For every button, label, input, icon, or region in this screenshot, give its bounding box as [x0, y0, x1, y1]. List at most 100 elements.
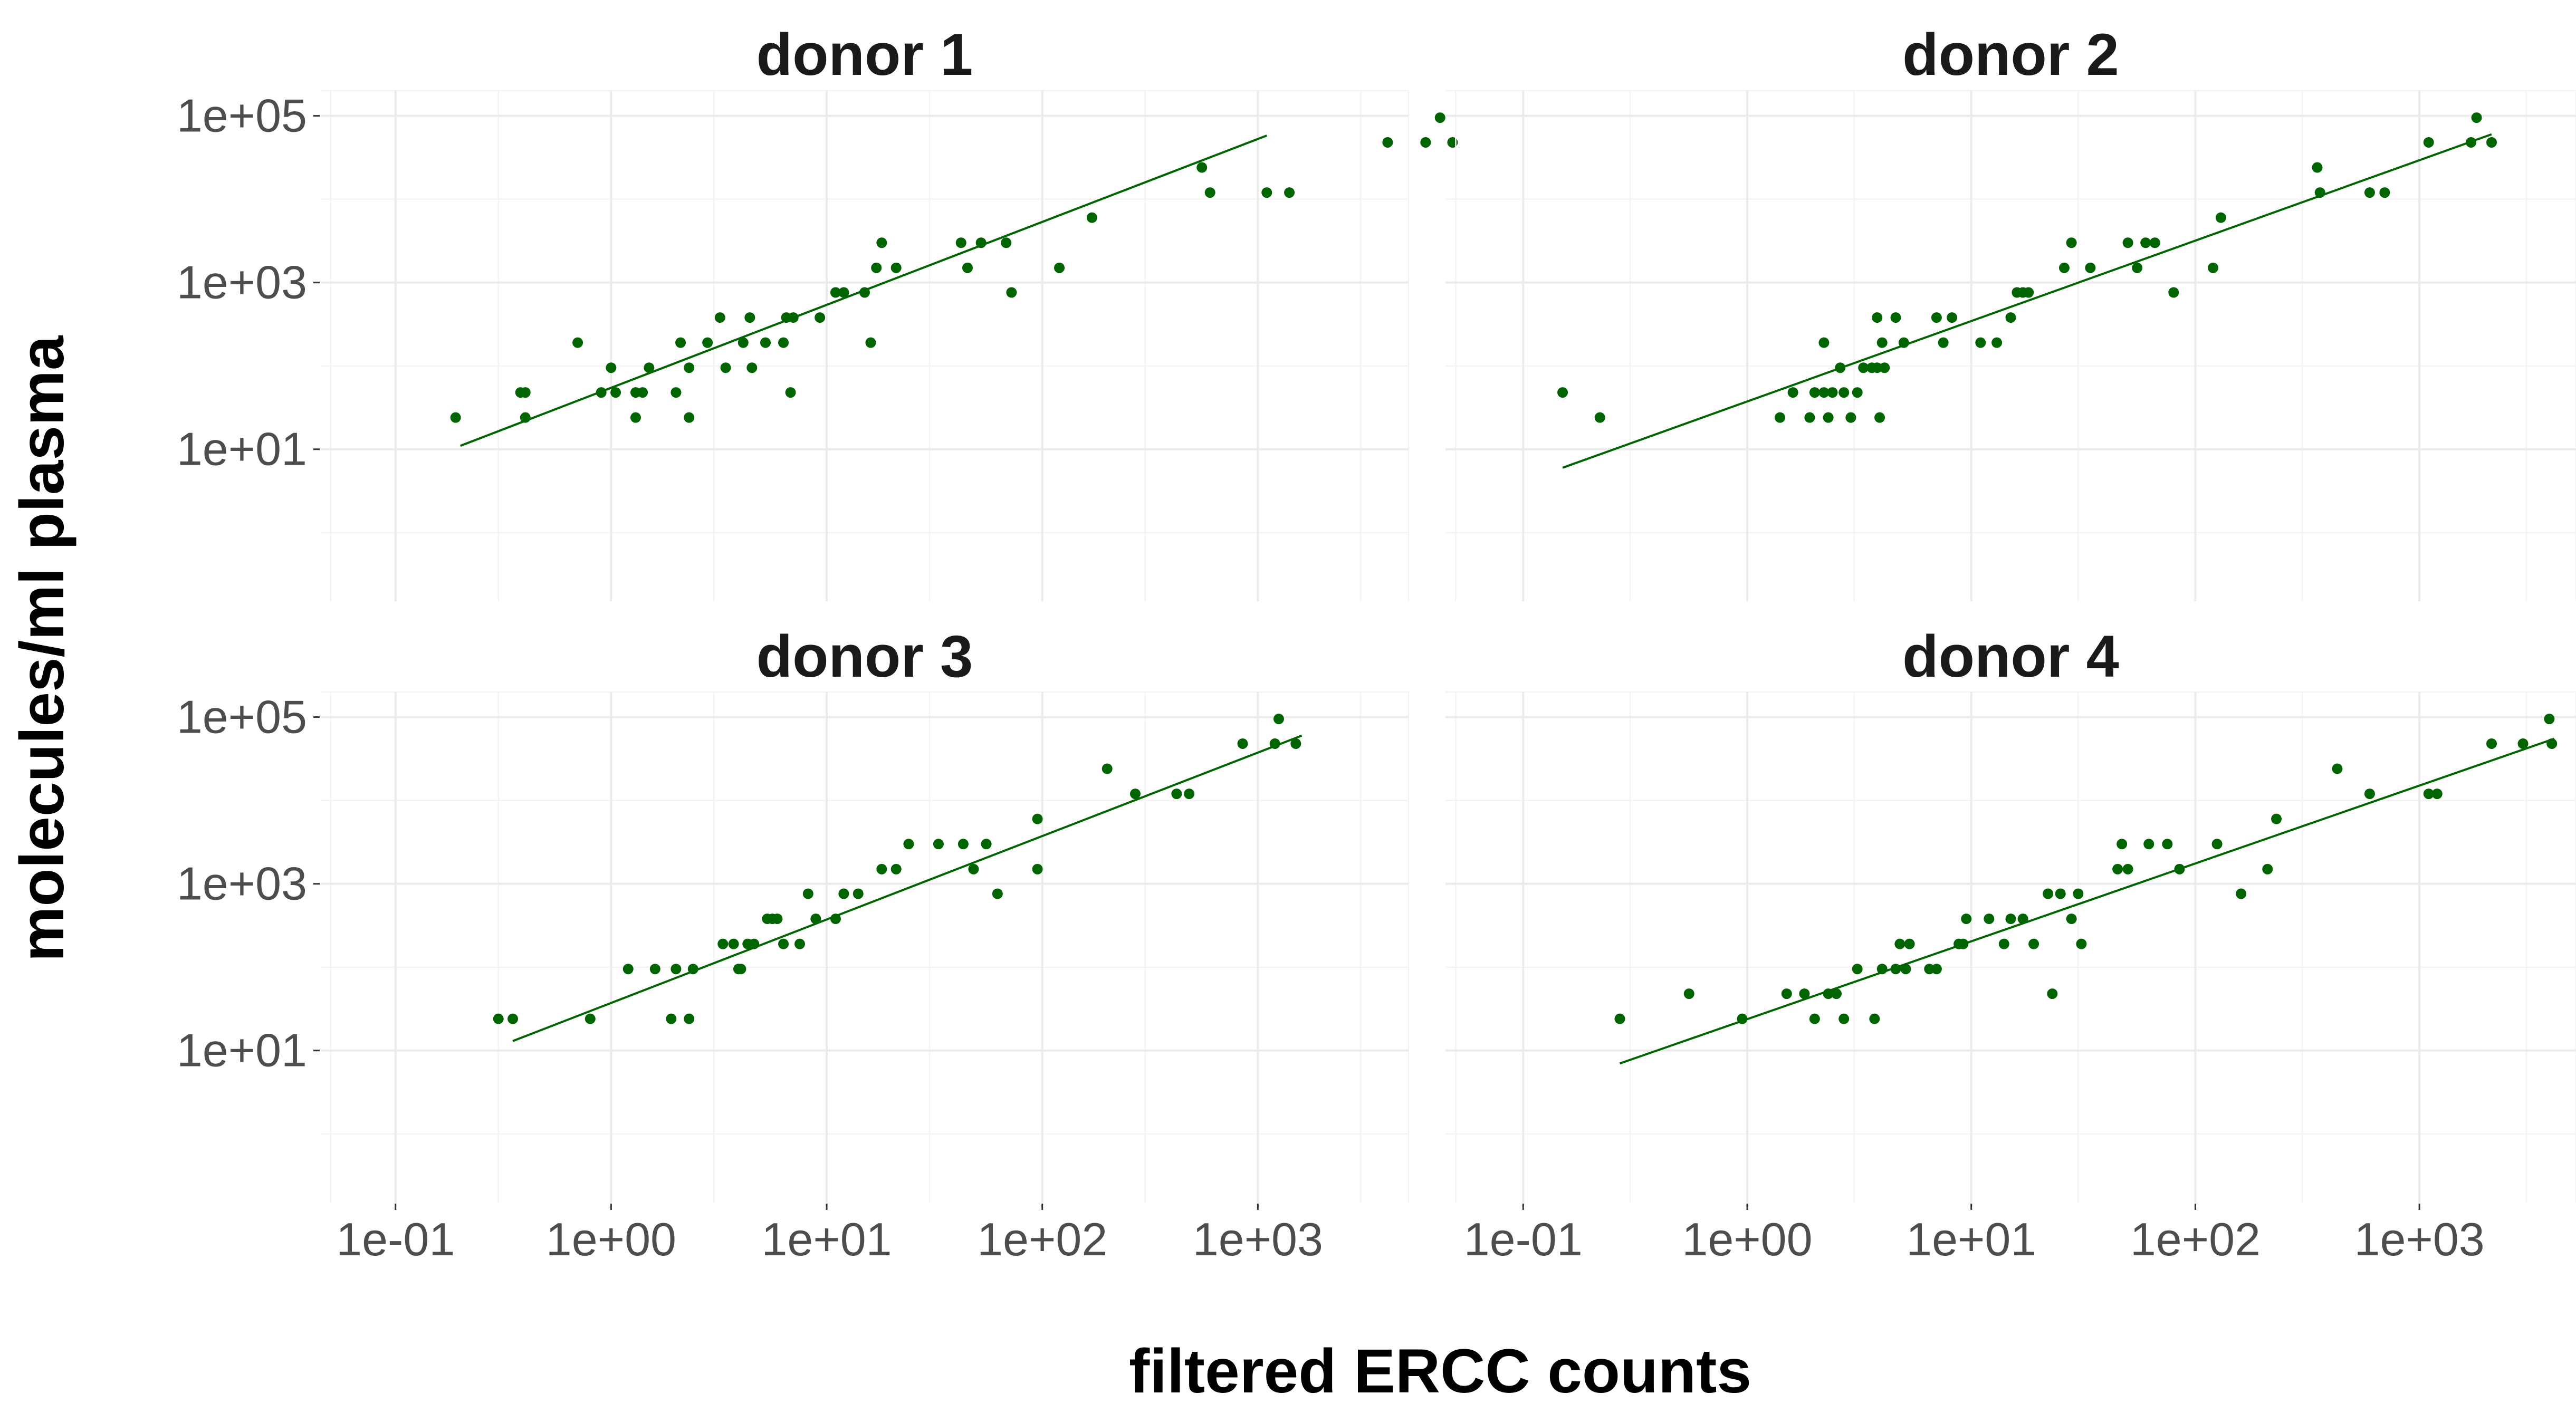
data-point — [1273, 714, 1284, 725]
panel-title: donor 4 — [1902, 623, 2119, 689]
data-point — [684, 1013, 695, 1024]
data-point — [1869, 1013, 1880, 1024]
data-point — [2544, 714, 2555, 725]
data-point — [1196, 162, 1208, 173]
data-point — [1006, 287, 1017, 298]
data-point — [596, 387, 607, 398]
data-point — [1961, 914, 1972, 925]
data-point — [2517, 738, 2529, 749]
data-point — [2122, 237, 2133, 248]
data-point — [1947, 312, 1958, 323]
panel-2: donor 2 — [1445, 22, 2576, 601]
data-point — [975, 237, 987, 248]
data-point — [1204, 187, 1215, 198]
data-point — [1237, 738, 1248, 749]
x-tick-labels: 1e-01 1e+00 1e+01 1e+02 1e+03 1e-01 1e+00 1e+01… — [336, 1204, 2485, 1265]
data-point — [2236, 888, 2247, 899]
data-point — [1876, 337, 1888, 348]
data-point — [2112, 863, 2123, 874]
data-point — [720, 362, 731, 373]
data-point — [671, 387, 682, 398]
data-point — [644, 362, 655, 373]
data-point — [1898, 337, 1909, 348]
data-point — [962, 262, 973, 273]
data-point — [520, 387, 531, 398]
data-point — [2271, 813, 2282, 824]
data-point — [1991, 337, 2003, 348]
data-point — [1879, 362, 1890, 373]
data-point — [2364, 789, 2375, 800]
data-point — [2140, 237, 2151, 248]
data-point — [637, 387, 648, 398]
data-point — [968, 863, 979, 874]
data-point — [865, 337, 876, 348]
data-point — [717, 938, 729, 949]
data-point — [2168, 287, 2179, 298]
fit-line — [1619, 737, 2555, 1065]
data-point — [1804, 412, 1815, 423]
data-point — [2215, 212, 2226, 223]
data-point — [778, 337, 789, 348]
data-point — [2466, 137, 2477, 148]
data-point — [2162, 839, 2173, 850]
data-point — [1838, 387, 1850, 398]
data-point — [1858, 362, 1869, 373]
x-tick-label: 1e+01 — [1906, 1213, 2036, 1265]
data-point — [830, 287, 841, 298]
data-point — [2471, 112, 2482, 123]
data-point — [1931, 964, 1942, 975]
data-point — [2117, 839, 2128, 850]
panel-4: donor 4 — [1445, 623, 2576, 1203]
data-point — [1557, 387, 1568, 398]
data-point — [585, 1013, 596, 1024]
data-point — [1001, 237, 1012, 248]
data-point — [1594, 412, 1605, 423]
x-tick-label: 1e+03 — [2354, 1213, 2485, 1265]
panels-layer: donor 1 donor 2 donor 3 donor 4 — [321, 22, 2576, 1203]
x-tick-label: 1e+03 — [1193, 1213, 1323, 1265]
data-point — [955, 237, 966, 248]
data-point — [2028, 938, 2039, 949]
data-point — [2066, 237, 2077, 248]
data-point — [1781, 988, 1792, 999]
data-point — [1890, 312, 1901, 323]
data-point — [735, 964, 746, 975]
data-point — [2486, 738, 2497, 749]
data-point — [853, 888, 864, 899]
data-point — [2262, 863, 2273, 874]
data-point — [749, 938, 760, 949]
data-point — [830, 914, 841, 925]
data-point — [2423, 789, 2434, 800]
data-point — [1799, 988, 1810, 999]
data-point — [1086, 212, 1097, 223]
data-point — [1838, 1013, 1850, 1024]
data-point — [738, 337, 749, 348]
data-point — [1683, 988, 1694, 999]
data-point — [1894, 938, 1905, 949]
data-point — [1931, 312, 1942, 323]
data-point — [1290, 738, 1301, 749]
data-point — [815, 312, 826, 323]
data-point — [2043, 888, 2054, 899]
data-point — [1171, 789, 1182, 800]
data-point — [1818, 337, 1830, 348]
fit-line — [1562, 133, 2492, 469]
data-point — [1614, 1013, 1625, 1024]
data-point — [1054, 262, 1065, 273]
data-point — [630, 412, 641, 423]
data-point — [1904, 938, 1915, 949]
x-tick-label: 1e+00 — [546, 1213, 676, 1265]
data-point — [933, 839, 944, 850]
data-point — [1823, 412, 1834, 423]
data-point — [2023, 287, 2034, 298]
data-point — [572, 337, 583, 348]
data-point — [871, 262, 882, 273]
data-point — [2076, 938, 2087, 949]
data-point — [684, 412, 695, 423]
data-point — [728, 938, 739, 949]
data-point — [2332, 763, 2343, 774]
data-point — [606, 362, 617, 373]
data-point — [2085, 262, 2096, 273]
data-point — [981, 839, 992, 850]
